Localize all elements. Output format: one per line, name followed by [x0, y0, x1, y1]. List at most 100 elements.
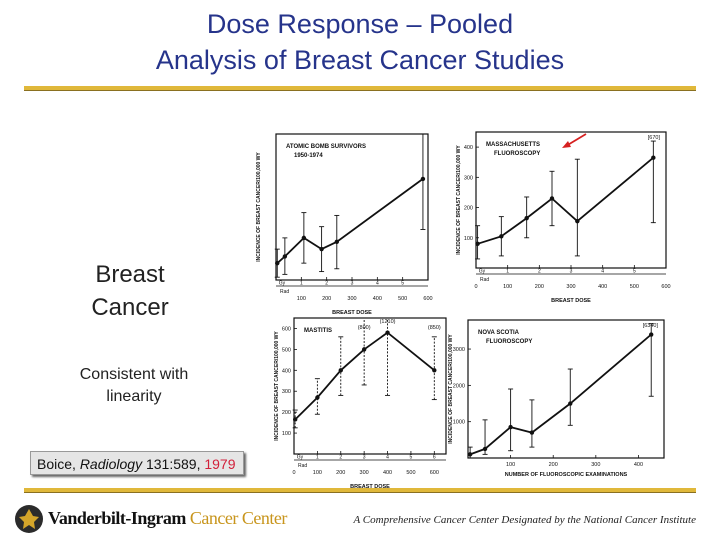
data-point: [315, 395, 320, 400]
rad-label: Rad: [280, 289, 289, 295]
gy-label: 4: [376, 281, 379, 287]
x-tick-label: 300: [360, 470, 369, 476]
y-tick-label: 1000: [453, 420, 465, 426]
y-tick-label: 200: [282, 410, 291, 416]
x-tick-label: 500: [398, 296, 407, 302]
data-point: [549, 196, 555, 201]
rad-label: Rad: [298, 463, 307, 469]
gy-label: 2: [339, 455, 342, 461]
series-line: [469, 333, 652, 456]
data-point: [568, 401, 573, 406]
data-point: [361, 347, 367, 352]
gy-label: 5: [410, 455, 413, 461]
data-point: [420, 176, 426, 182]
panel-annotation: (850): [428, 325, 441, 331]
panel-subtitle: 1950-1974: [294, 153, 323, 159]
citation-year: 1979: [204, 456, 236, 472]
gy-label: 3: [363, 455, 366, 461]
gy-label: 5: [401, 281, 404, 287]
panel-annotation: [670]: [648, 135, 661, 141]
data-point: [524, 215, 529, 221]
data-point: [651, 155, 656, 160]
panel-annotation: (1210): [380, 319, 396, 325]
panel-title: ATOMIC BOMB SURVIVORS: [286, 144, 366, 150]
x-tick-label: 200: [336, 470, 345, 476]
x-tick-label: 200: [322, 296, 331, 302]
data-point: [301, 235, 307, 241]
x-tick-label: 100: [313, 470, 322, 476]
y-tick-label: 600: [282, 326, 291, 332]
citation-journal: Radiology: [79, 456, 143, 472]
data-point: [575, 218, 580, 224]
x-tick-label: 200: [535, 284, 544, 290]
note-line2: linearity: [106, 388, 162, 405]
y-axis-label: INCIDENCE OF BREAST CANCER/100,000 WY: [274, 331, 280, 441]
data-point: [432, 368, 437, 373]
data-point: [482, 446, 488, 452]
footer-tagline: A Comprehensive Cancer Center Designated…: [353, 514, 696, 526]
x-axis-label: BREAST DOSE: [332, 310, 372, 316]
chart-figure: ATOMIC BOMB SURVIVORS 1950-1974 INCIDENCE …: [256, 131, 671, 488]
gy-label: 3: [570, 269, 573, 275]
gy-label: 2: [325, 281, 328, 287]
gy-label: 5: [633, 269, 636, 275]
y-tick-label: 500: [282, 347, 291, 353]
gy-label: 3: [351, 281, 354, 287]
linearity-note: Consistent with linearity: [54, 364, 214, 408]
x-axis-label: BREAST DOSE: [551, 298, 591, 304]
y-tick-label: 300: [464, 175, 473, 181]
y-tick-label: 400: [282, 368, 291, 374]
data-point: [508, 424, 513, 430]
x-tick-label: 100: [503, 284, 512, 290]
x-axis-label: BREAST DOSE: [350, 484, 390, 488]
data-point: [467, 452, 473, 457]
panel-top-right: MASSACHUSETTS FLUOROSCOPY [670] INCIDENCE O…: [456, 131, 671, 304]
citation-box: Boice, Radiology 131:589, 1979: [30, 451, 244, 475]
x-tick-label: 600: [430, 470, 439, 476]
data-point: [475, 241, 480, 247]
x-tick-label: 400: [383, 470, 392, 476]
x-tick-label: 0: [292, 470, 295, 476]
y-tick-label: 2000: [453, 383, 465, 389]
data-point: [319, 246, 324, 252]
slide-title: Dose Response – Pooled Analysis of Breas…: [0, 6, 720, 78]
x-tick-label: 300: [347, 296, 356, 302]
series-line: [276, 178, 424, 264]
gy-label: 6: [433, 455, 436, 461]
data-point: [275, 260, 280, 266]
y-axis-label: INCIDENCE OF BREAST CANCER/100,000 WY: [256, 152, 262, 262]
series-line: [294, 331, 435, 421]
gy-label: Gy: [297, 455, 304, 461]
x-tick-label: 300: [566, 284, 575, 290]
plot-frame: [467, 319, 665, 459]
panel-title: MASSACHUSETTS: [486, 142, 540, 148]
panel-top-left: ATOMIC BOMB SURVIVORS 1950-1974 INCIDENCE …: [256, 133, 433, 316]
footer-brand: Vanderbilt-Ingram Cancer Center: [48, 508, 287, 529]
data-point: [338, 368, 343, 373]
gy-label: 4: [386, 455, 389, 461]
x-tick-label: 500: [630, 284, 639, 290]
x-tick-label: 300: [591, 462, 600, 468]
x-tick-label: 100: [506, 462, 515, 468]
y-axis-label: INCIDENCE OF BREAST CANCER/100,000 WY: [456, 145, 462, 255]
x-tick-label: 400: [634, 462, 643, 468]
data-point: [385, 330, 390, 335]
x-tick-label: 600: [661, 284, 670, 290]
x-axis-label: NUMBER OF FLUOROSCOPIC EXAMINATIONS: [505, 472, 628, 478]
bottom-divider: [24, 488, 696, 493]
x-tick-label: 0: [474, 284, 477, 290]
slide-title-line1: Dose Response – Pooled: [206, 9, 514, 39]
x-tick-label: 400: [373, 296, 382, 302]
x-tick-label: 200: [549, 462, 558, 468]
y-tick-label: 200: [464, 206, 473, 212]
data-point: [282, 254, 288, 259]
series-line: [477, 157, 654, 245]
brand-accent: Cancer Center: [189, 508, 287, 528]
x-tick-label: 500: [406, 470, 415, 476]
x-tick-label: 600: [423, 296, 432, 302]
y-axis-label: INCIDENCE OF BREAST CANCER/100,000 WY: [448, 334, 454, 444]
citation-author: Boice,: [37, 456, 80, 472]
data-point: [649, 332, 654, 337]
panel-subtitle: FLUOROSCOPY: [494, 151, 540, 157]
panel-title: MASTITIS: [304, 328, 332, 334]
